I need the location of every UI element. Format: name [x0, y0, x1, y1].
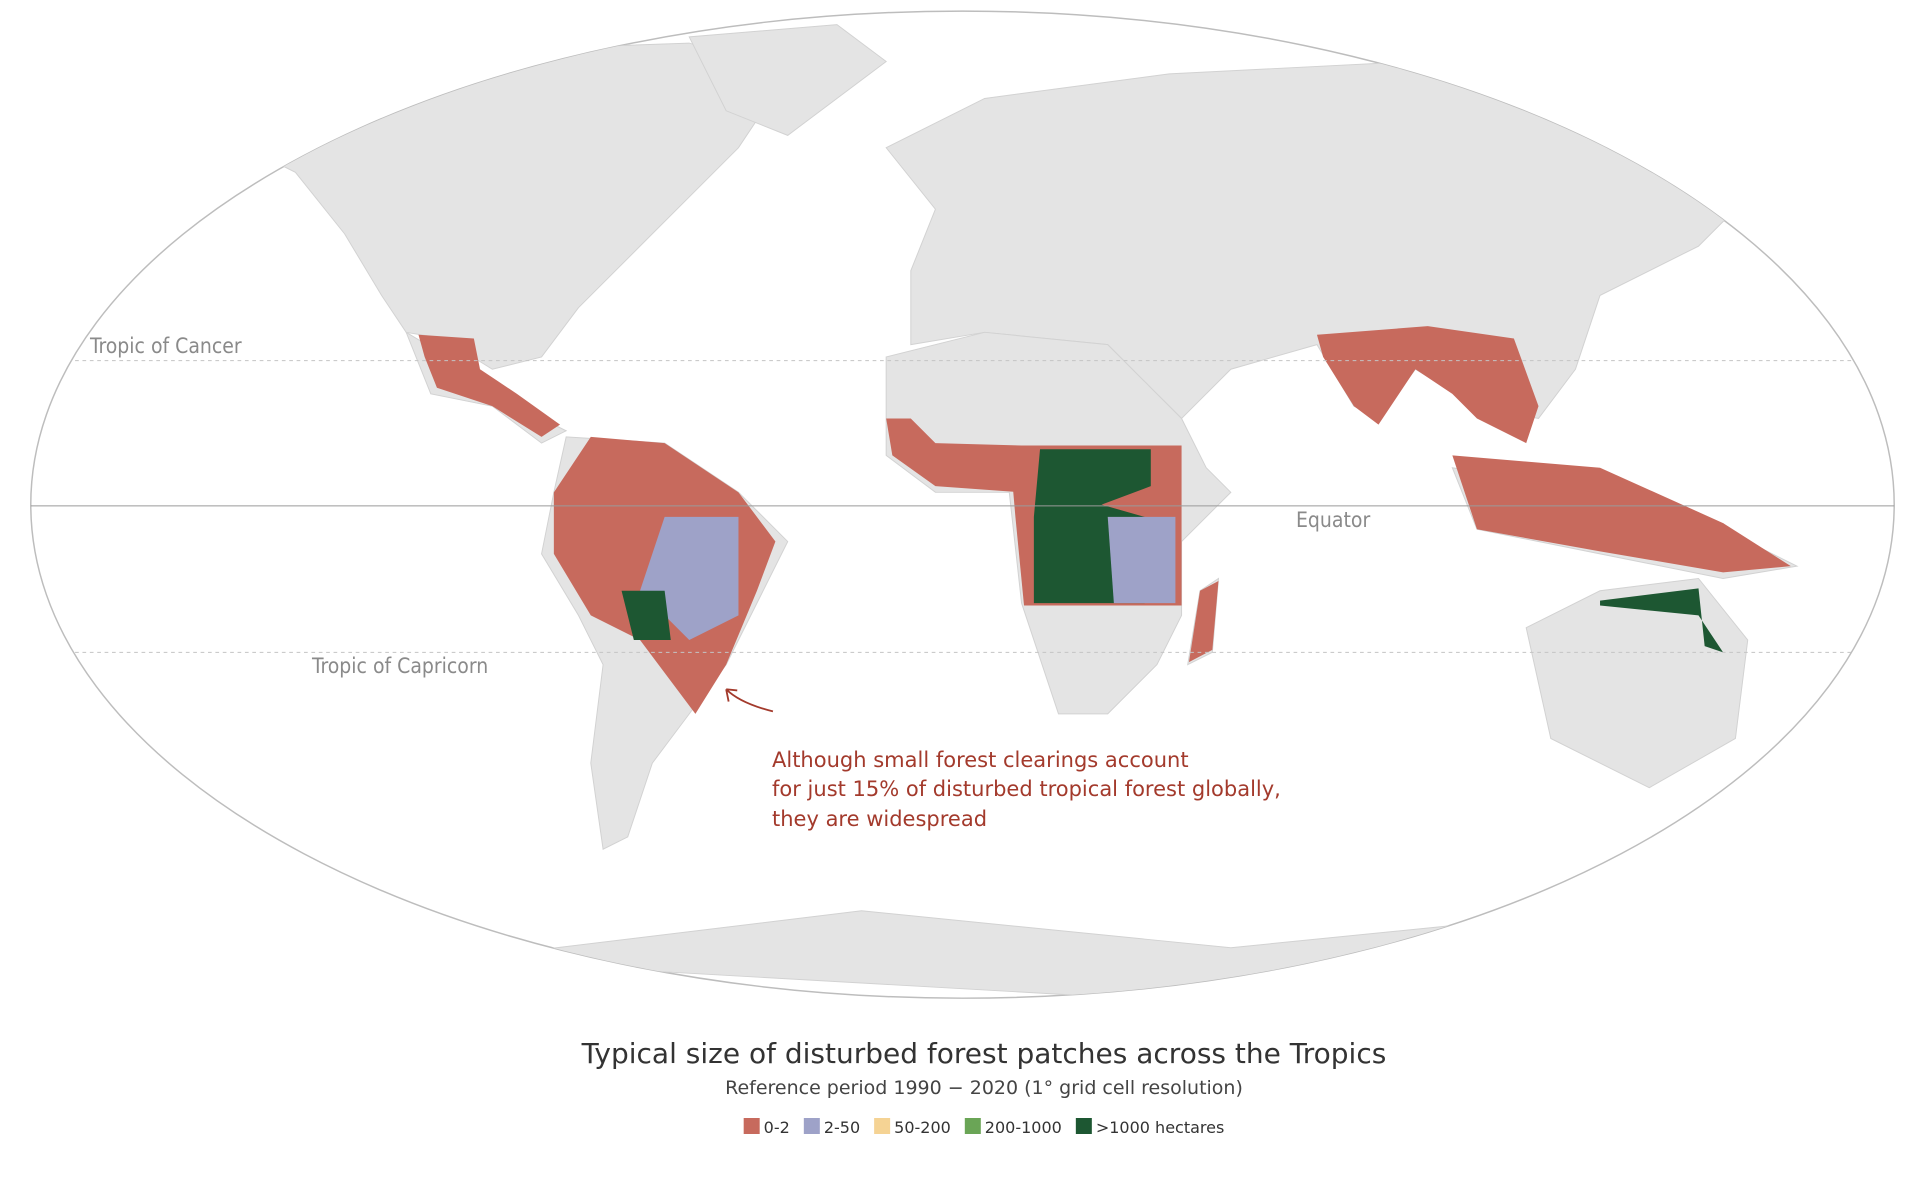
- title: Typical size of disturbed forest patches…: [581, 1037, 1387, 1070]
- legend-label: 2-50: [824, 1118, 860, 1137]
- patch-sa-large: [621, 590, 671, 641]
- patch-africa-west: [886, 418, 1022, 493]
- equator-label: Equator: [1296, 508, 1370, 532]
- legend-swatch: [1075, 1118, 1092, 1134]
- legend-label: 50-200: [894, 1118, 951, 1137]
- annotation-line: Although small forest clearings account: [772, 748, 1189, 772]
- subtitle: Reference period 1990 − 2020 (1° grid ce…: [725, 1077, 1243, 1099]
- forest-patches: [418, 326, 1791, 714]
- patch-islands: [1452, 455, 1791, 573]
- patch-africa-mix: [1107, 516, 1176, 604]
- annotation-arrow: [725, 688, 774, 713]
- legend-swatch: [874, 1118, 891, 1134]
- patch-australia: [1600, 588, 1724, 653]
- legend-swatch: [964, 1118, 981, 1134]
- greenland: [688, 24, 887, 136]
- legend-swatch: [743, 1118, 760, 1134]
- legend-swatch: [803, 1118, 820, 1134]
- australia: [1525, 577, 1749, 789]
- tropic-of-cancer-label: Tropic of Cancer: [89, 334, 242, 358]
- patch-south-asia: [1316, 326, 1539, 444]
- legend-label: >1000 hectares: [1096, 1118, 1224, 1137]
- legend: 0-2 2-50 50-200 200-1000 >1000 hectares: [743, 1118, 1224, 1137]
- annotation-line: they are widespread: [772, 807, 987, 831]
- tropic-of-capricorn-label: Tropic of Capricorn: [311, 654, 488, 678]
- annotation-line: for just 15% of disturbed tropical fores…: [772, 777, 1281, 801]
- map: [30, 10, 1895, 999]
- legend-label: 0-2: [764, 1118, 790, 1137]
- patch-madagascar: [1188, 580, 1219, 663]
- legend-label: 200-1000: [985, 1118, 1062, 1137]
